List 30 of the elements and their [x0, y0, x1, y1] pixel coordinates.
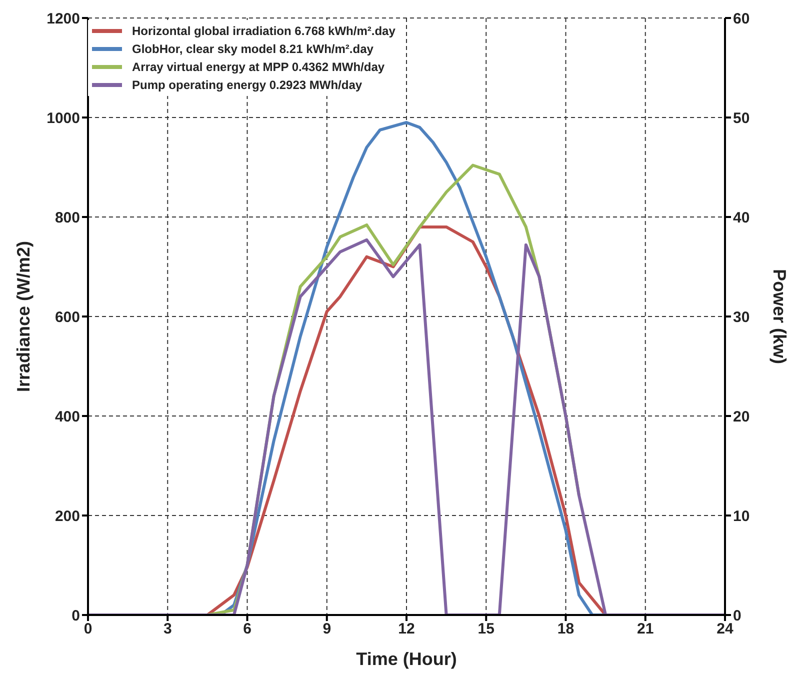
x-tick-label: 24	[716, 620, 734, 638]
y-tick-label: 800	[54, 209, 80, 226]
x-tick-label: 18	[557, 620, 574, 638]
y2-tick-label: 60	[733, 10, 750, 28]
legend-label: GlobHor, clear sky model 8.21 kWh/m².day	[132, 42, 374, 56]
x-tick-label: 12	[398, 620, 415, 638]
x-tick-label: 0	[84, 620, 92, 638]
y2-tick-label: 0	[733, 607, 742, 624]
y-tick-label: 0	[72, 607, 80, 624]
x-tick-label: 9	[322, 620, 332, 638]
x-tick-label: 21	[637, 620, 654, 638]
legend-label: Horizontal global irradiation 6.768 kWh/m².day	[132, 24, 396, 38]
x-tick-label: 3	[163, 620, 172, 638]
y2-tick-label: 30	[733, 308, 750, 326]
y2-tick-label: 50	[733, 110, 750, 127]
y-tick-label: 600	[54, 308, 80, 326]
x-tick-label: 15	[478, 620, 494, 638]
legend-label: Array virtual energy at MPP 0.4362 MWh/day	[132, 60, 385, 74]
y2-tick-label: 10	[733, 508, 750, 525]
y-tick-label: 1000	[46, 110, 80, 127]
y2-tick-label: 40	[733, 209, 750, 226]
y-tick-label: 400	[54, 408, 80, 426]
y-tick-label: 200	[54, 508, 80, 525]
y2-tick-label: 20	[733, 408, 750, 426]
x-axis-title: Time (Hour)	[356, 649, 457, 669]
y-axis-title: Irradiance (W/m2)	[13, 240, 34, 392]
y2-axis-title: Power (kw)	[770, 268, 790, 364]
legend-label: Pump operating energy 0.2923 MWh/day	[132, 78, 362, 92]
x-tick-label: 6	[243, 620, 252, 638]
y-tick-label: 1200	[46, 10, 80, 28]
